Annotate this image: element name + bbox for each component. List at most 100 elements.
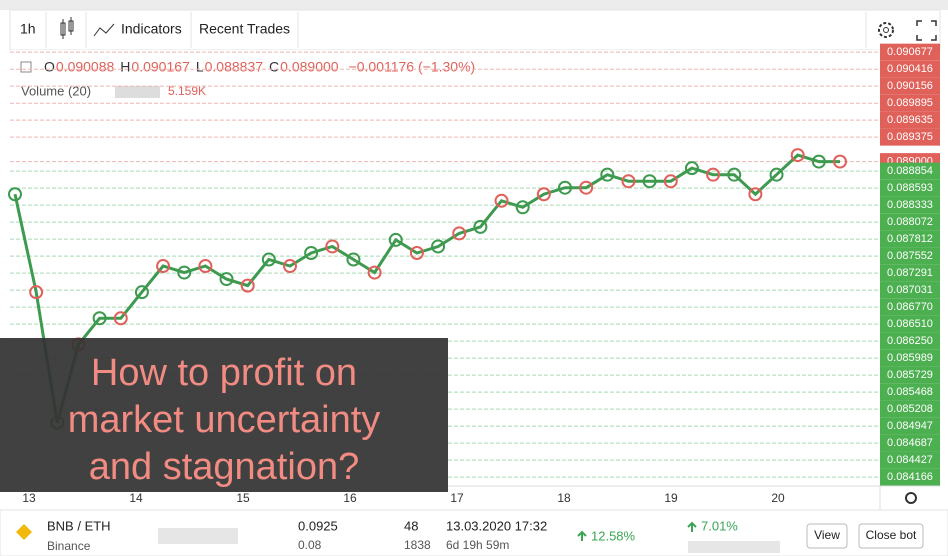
order-marker	[811, 154, 826, 169]
price-label: 0.085208	[887, 403, 933, 415]
price-label-bg	[880, 77, 940, 95]
price-label-bg	[880, 315, 940, 333]
order-marker	[579, 180, 594, 195]
blurred-field	[688, 541, 780, 553]
order-marker	[706, 167, 721, 182]
ohlc-key: O	[44, 59, 55, 75]
duration: 6d 19h 59m	[446, 538, 509, 552]
view-label[interactable]: View	[814, 528, 840, 542]
top-band	[0, 0, 948, 10]
price-label-bg	[880, 94, 940, 112]
day-label: 19	[664, 491, 678, 505]
ohlc-key: H	[120, 59, 130, 75]
price-label: 0.087552	[887, 250, 933, 262]
order-marker	[833, 154, 847, 169]
order-marker	[748, 187, 763, 202]
price-label-bg	[880, 128, 940, 146]
trades-sub: 1838	[404, 538, 431, 552]
order-marker	[113, 311, 128, 326]
price-label-bg	[880, 332, 940, 350]
fullscreen-icon[interactable]	[916, 20, 937, 41]
price-label-bg	[880, 179, 940, 197]
order-marker	[283, 259, 297, 274]
price-label-bg	[880, 417, 940, 435]
day-labels: 13 14 15 16 17 18 19 20	[22, 491, 785, 505]
indicators-button[interactable]: Indicators	[121, 21, 182, 37]
price-label: 0.089635	[887, 114, 933, 126]
price-label-bg	[880, 196, 940, 214]
ohlc-value: 0.090167	[131, 59, 190, 75]
overlay-text: How to profit on market uncertainty and st…	[68, 352, 381, 488]
day-label: 13	[22, 491, 36, 505]
ohlc-value: 0.090088	[56, 59, 115, 75]
order-marker	[177, 265, 192, 280]
interval-button[interactable]: 1h	[20, 21, 36, 37]
price-label-bg	[880, 162, 940, 180]
up-arrow	[577, 530, 587, 541]
collapse-icon[interactable]	[20, 61, 32, 73]
overlay-line: market uncertainty	[68, 399, 381, 441]
order-marker	[219, 272, 234, 287]
settings-icon[interactable]	[878, 22, 894, 38]
price: 0.0925	[298, 518, 338, 533]
price-label: 0.086510	[887, 318, 933, 330]
day-label: 17	[450, 491, 464, 505]
overlay-line: and stagnation?	[89, 446, 359, 488]
order-marker	[790, 148, 805, 163]
overlay-line: How to profit on	[91, 352, 357, 394]
ohlc-value: 0.089000	[280, 59, 339, 75]
view-button[interactable]	[806, 523, 848, 549]
ohlc-legend: O 0.090088 H 0.090167 L 0.088837 C 0.089000 −0.0…	[44, 59, 475, 75]
order-marker	[304, 245, 319, 260]
price-sub: 0.08	[298, 538, 322, 552]
recent-trades-button[interactable]: Recent Trades	[199, 21, 290, 37]
price-label: 0.087031	[887, 284, 933, 296]
price-label-bg	[880, 60, 940, 78]
order-marker	[261, 252, 276, 267]
price-label-bg	[880, 468, 940, 486]
volume-value: 5.159K	[168, 84, 206, 98]
blurred-field	[158, 528, 238, 544]
close-bot-label[interactable]: Close bot	[866, 528, 917, 542]
price-label: 0.084687	[887, 437, 933, 449]
close-bot-button[interactable]	[858, 523, 924, 549]
order-marker	[536, 187, 551, 202]
axis-settings-icon[interactable]	[905, 492, 917, 504]
pair: BNB / ETH	[47, 518, 111, 533]
volume-controls[interactable]	[115, 86, 160, 98]
order-marker	[92, 311, 107, 326]
order-marker	[600, 167, 615, 182]
price-label: 0.087812	[887, 233, 933, 245]
order-marker	[621, 174, 636, 189]
price-label: 0.084427	[887, 454, 933, 466]
price-label-bg	[880, 43, 940, 61]
order-marker	[494, 193, 509, 208]
price-label: 0.084166	[887, 471, 933, 483]
ohlc-key: C	[269, 59, 279, 75]
ohlc-change: −0.001176 (−1.30%)	[349, 59, 476, 75]
order-marker	[29, 285, 44, 300]
ohlc-value: 0.088837	[205, 59, 264, 75]
price-label-bg	[880, 281, 940, 299]
price-label-bg	[880, 230, 940, 248]
price-label-bg	[880, 298, 940, 316]
price-label-bg	[880, 111, 940, 129]
profit-2: 7.01%	[701, 518, 738, 533]
price-label: 0.090156	[887, 80, 933, 92]
order-marker	[325, 239, 340, 254]
price-label: 0.089375	[887, 131, 933, 143]
day-label: 15	[236, 491, 250, 505]
up-arrow	[687, 521, 697, 532]
order-marker	[558, 180, 572, 195]
price-label: 0.085989	[887, 352, 933, 364]
day-label: 20	[771, 491, 785, 505]
price-label: 0.090677	[887, 46, 933, 58]
day-label: 18	[557, 491, 571, 505]
candle-icon[interactable]	[60, 17, 74, 39]
price-label-bg	[880, 349, 940, 367]
order-marker	[642, 174, 657, 189]
price-label-bg	[880, 247, 940, 265]
price-label: 0.090416	[887, 63, 933, 75]
price-label: 0.087291	[887, 267, 933, 279]
